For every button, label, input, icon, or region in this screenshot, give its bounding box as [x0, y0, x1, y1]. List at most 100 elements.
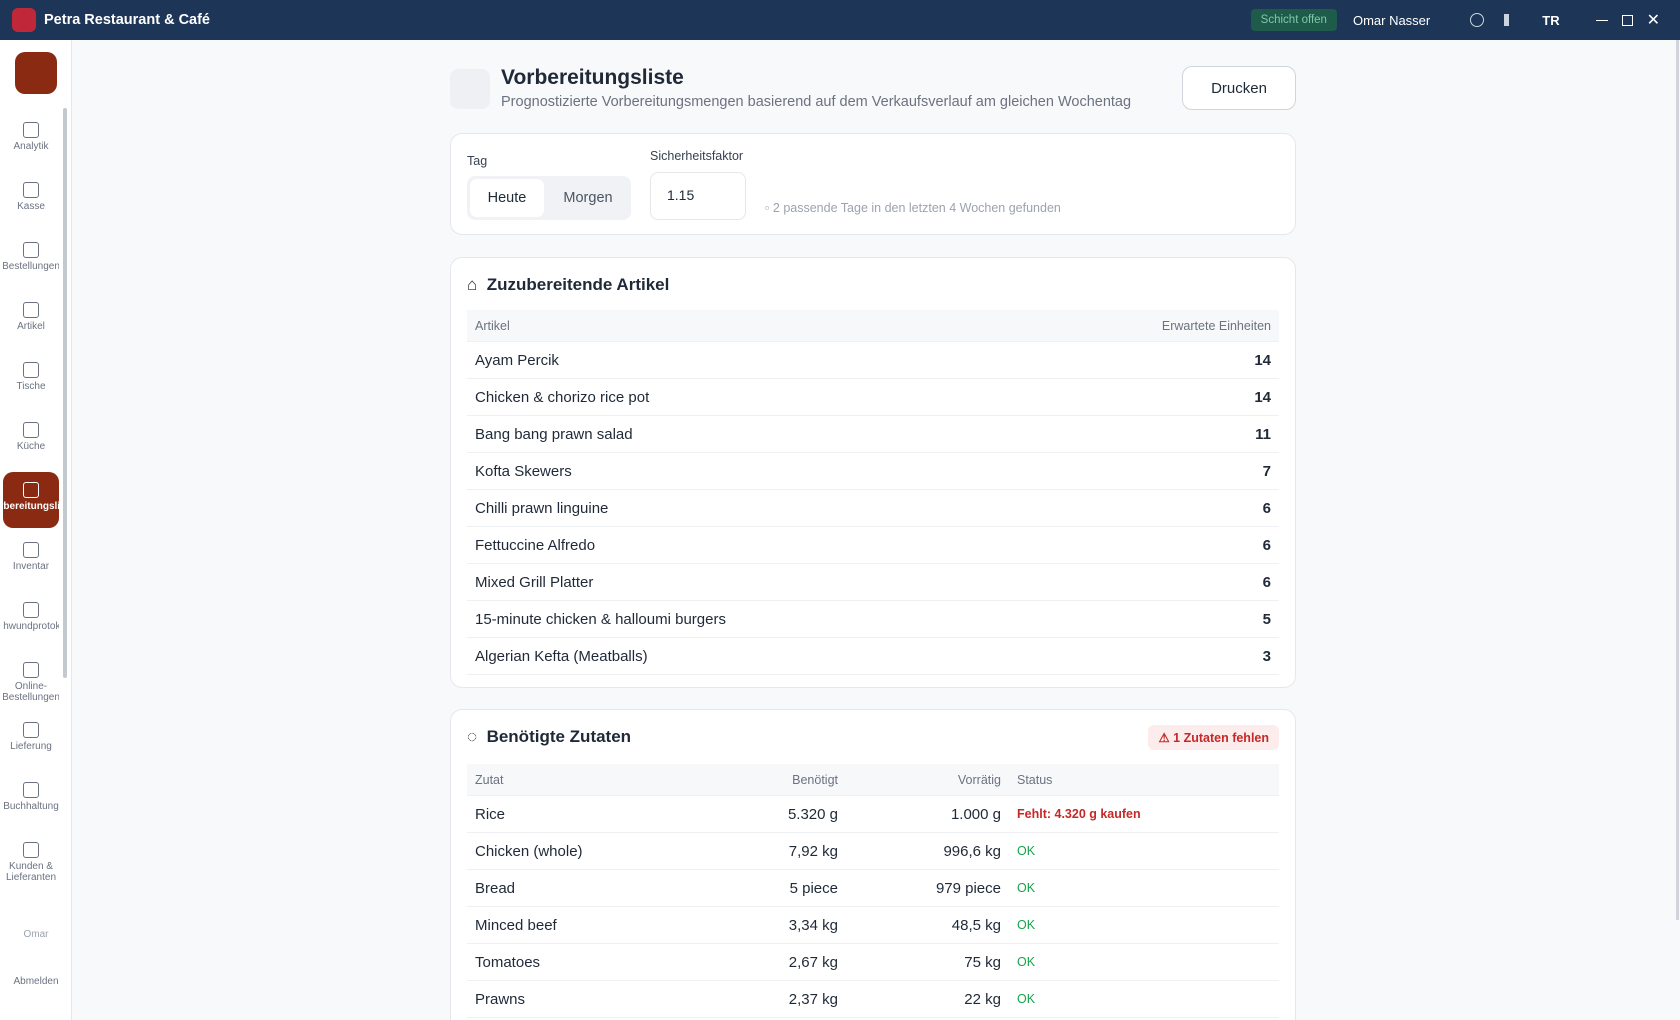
- ingredients-title: ◌ Benötigte Zutaten ⚠ 1 Zutaten fehlen: [467, 710, 1279, 764]
- items-title-text: Zuzubereitende Artikel: [486, 275, 670, 294]
- nav-item[interactable]: Kasse: [3, 172, 59, 228]
- item-units: 6: [1262, 573, 1271, 591]
- nav-item[interactable]: Schwundprotokoll: [3, 592, 59, 648]
- item-units: 11: [1255, 425, 1271, 443]
- nav-item[interactable]: Online-Bestellungen: [3, 652, 59, 708]
- ingredient-row: Bread 5 piece 979 piece OK: [467, 870, 1279, 907]
- app-title: Petra Restaurant & Café: [44, 12, 210, 28]
- logout-button[interactable]: Abmelden: [13, 976, 59, 987]
- ingredient-row: Prawns 2,37 kg 22 kg OK: [467, 981, 1279, 1018]
- item-name: Ayam Percik: [475, 351, 559, 369]
- item-row: Ayam Percik 14: [467, 342, 1279, 379]
- needed: 2,67 kg: [788, 953, 838, 971]
- factor-input[interactable]: 1.15: [650, 172, 746, 220]
- nav-label: Vorbereitungsliste: [3, 501, 59, 512]
- items-title: ⌂ Zuzubereitende Artikel: [467, 275, 670, 294]
- minimize-button[interactable]: [1595, 19, 1608, 21]
- match-text: 2 passende Tage in den letzten 4 Wochen …: [772, 201, 1061, 215]
- day-label: Tag: [467, 154, 488, 168]
- nav-item[interactable]: Analytik: [3, 112, 59, 168]
- missing-text: 1 Zutaten fehlen: [1173, 730, 1269, 745]
- item-row: Chicken & chorizo rice pot 14: [467, 379, 1279, 416]
- nav-label: Analytik: [13, 141, 49, 152]
- item-row: Algerian Kefta (Meatballs) 3: [467, 638, 1279, 675]
- nav-icon: [23, 842, 39, 858]
- needed: 5 piece: [789, 879, 838, 897]
- nav-icon: [23, 242, 39, 258]
- nav-item[interactable]: Bestellungen: [3, 232, 59, 288]
- nav-item[interactable]: Artikel: [3, 292, 59, 348]
- nav-item[interactable]: Inventar: [3, 532, 59, 588]
- ingredient-row: Minced beef 3,34 kg 48,5 kg OK: [467, 907, 1279, 944]
- factor-value: 1.15: [667, 187, 695, 203]
- ingredient-row: Rice 5.320 g 1.000 g Fehlt: 4.320 g kaufen: [467, 796, 1279, 833]
- item-name: Chicken & chorizo rice pot: [475, 388, 650, 406]
- column-header: Erwartete Einheiten: [1161, 318, 1271, 333]
- user-name[interactable]: Omar Nasser: [1352, 12, 1431, 28]
- logo-button[interactable]: [15, 52, 57, 94]
- item-row: Mixed Grill Platter 6: [467, 564, 1279, 601]
- in-stock: 996,6 kg: [943, 842, 1001, 860]
- in-stock: 48,5 kg: [951, 916, 1001, 934]
- page-title: Vorbereitungsliste: [501, 66, 684, 89]
- item-name: Kofta Skewers: [475, 462, 572, 480]
- in-stock: 75 kg: [964, 953, 1001, 971]
- ingredient-name: Chicken (whole): [475, 842, 583, 860]
- sidebar-user: Omar: [23, 929, 49, 940]
- ingredient-name: Minced beef: [475, 916, 557, 934]
- needed: 3,34 kg: [788, 916, 838, 934]
- item-units: 7: [1262, 462, 1271, 480]
- item-name: Bang bang prawn salad: [475, 425, 633, 443]
- theme-button[interactable]: [1470, 13, 1485, 27]
- nav-icon: [23, 722, 39, 738]
- item-row: Bang bang prawn salad 11: [467, 416, 1279, 453]
- item-name: 15-minute chicken & halloumi burgers: [475, 610, 726, 628]
- ingredient-name: Rice: [475, 805, 506, 823]
- nav-icon: [23, 122, 39, 138]
- page-subtitle: Prognostizierte Vorbereitungsmengen basi…: [501, 94, 1132, 110]
- table-header: Artikel Erwartete Einheiten: [467, 310, 1279, 342]
- shift-status[interactable]: Schicht offen: [1250, 9, 1337, 31]
- item-row: Fettuccine Alfredo 6: [467, 527, 1279, 564]
- in-stock: 1.000 g: [950, 805, 1001, 823]
- mute-button[interactable]: [1504, 14, 1518, 26]
- close-button[interactable]: ✕: [1646, 12, 1660, 29]
- day-option[interactable]: Morgen: [547, 179, 629, 217]
- column-header: Zutat: [475, 772, 504, 787]
- status: OK: [1017, 918, 1036, 932]
- in-stock: 22 kg: [964, 990, 1001, 1008]
- factor-label: Sicherheitsfaktor: [650, 149, 744, 163]
- ingredient-name: Tomatoes: [475, 953, 541, 971]
- print-label: Drucken: [1211, 79, 1267, 97]
- item-name: Fettuccine Alfredo: [475, 536, 596, 554]
- item-units: 14: [1254, 388, 1271, 406]
- table-header: Zutat Benötigt Vorrätig Status: [467, 764, 1279, 796]
- needed: 7,92 kg: [788, 842, 838, 860]
- nav-item[interactable]: Buchhaltung: [3, 772, 59, 828]
- nav-item[interactable]: Lieferung: [3, 712, 59, 768]
- title-bar: Petra Restaurant & Café Schicht offen Om…: [0, 0, 1680, 40]
- language-button[interactable]: TR: [1542, 12, 1560, 28]
- nav-label: Inventar: [12, 561, 50, 572]
- item-name: Algerian Kefta (Meatballs): [475, 647, 648, 665]
- nav-item[interactable]: Küche: [3, 412, 59, 468]
- status: OK: [1017, 955, 1036, 969]
- print-button[interactable]: Drucken: [1182, 66, 1296, 110]
- maximize-button[interactable]: [1621, 14, 1633, 26]
- item-units: 5: [1262, 610, 1271, 628]
- nav-item[interactable]: Tische: [3, 352, 59, 408]
- day-text: Heute: [487, 190, 527, 206]
- nav-item-active[interactable]: Vorbereitungsliste: [3, 472, 59, 528]
- missing-badge: ⚠ 1 Zutaten fehlen: [1148, 724, 1279, 750]
- nav-item[interactable]: Kunden & Lieferanten: [3, 832, 59, 888]
- day-text: Morgen: [563, 190, 613, 206]
- nav-icon: [23, 782, 39, 798]
- status: OK: [1017, 844, 1036, 858]
- column-header: Vorrätig: [957, 772, 1001, 787]
- nav-label: Kunden & Lieferanten: [5, 861, 57, 883]
- ingredient-row: Chicken (whole) 7,92 kg 996,6 kg OK: [467, 833, 1279, 870]
- match-info: ▫ 2 passende Tage in den letzten 4 Woche…: [765, 201, 1061, 215]
- nav-icon: [23, 362, 39, 378]
- day-option-active[interactable]: Heute: [470, 179, 544, 217]
- sidebar: Analytik Kasse Bestellungen Artikel Tische Kü…: [0, 40, 72, 1020]
